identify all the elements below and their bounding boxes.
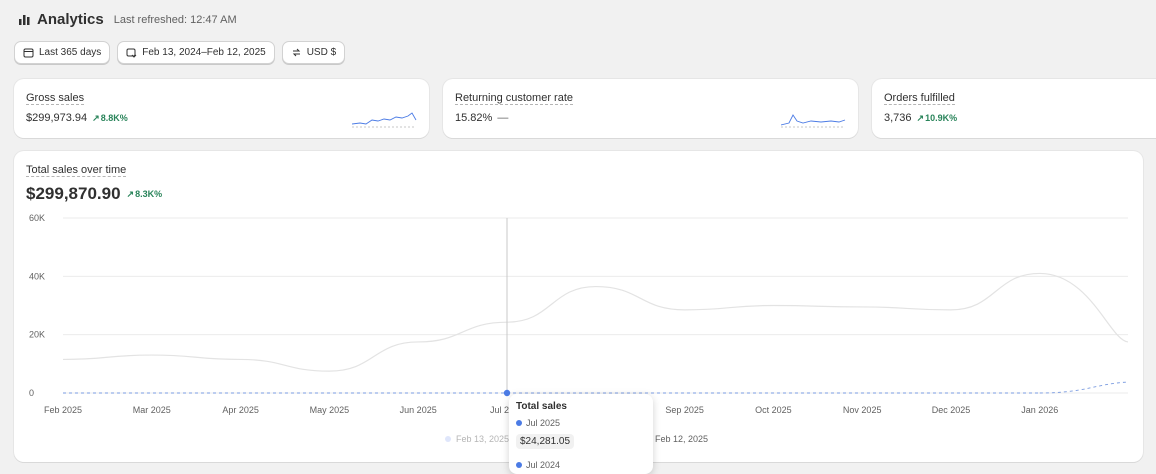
analytics-icon (19, 15, 30, 25)
kpi-title[interactable]: Orders fulfilled (884, 92, 955, 105)
series-dot (516, 420, 522, 426)
kpi-delta-value: 8.8K% (100, 113, 128, 123)
currency-icon (292, 48, 300, 57)
tooltip-row-current: Jul 2025 (516, 418, 560, 428)
kpi-title[interactable]: Returning customer rate (455, 92, 573, 105)
calendar-icon (23, 48, 34, 58)
kpi-card-returning-customer-rate[interactable]: Returning customer rate 15.82% — (443, 79, 858, 138)
calendar-compare-icon (126, 48, 137, 58)
sparkline (352, 112, 417, 128)
trend-up-icon: ↗ (126, 188, 135, 199)
kpi-delta: ↗ 8.8K% (92, 113, 128, 124)
tooltip-row-previous: Jul 2024 (516, 460, 560, 470)
tooltip-label-previous: Jul 2024 (526, 460, 561, 470)
compare-dates-button[interactable]: Feb 13, 2024–Feb 12, 2025 (117, 41, 275, 64)
kpi-card-gross-sales[interactable]: Gross sales $299,973.94 ↗ 8.8K% (14, 79, 429, 138)
total-sales-delta: ↗ 8.3K% (127, 189, 163, 200)
chart-tooltip: Total sales Jul 2025 $24,281.05 Jul 2024 (509, 394, 653, 474)
total-sales-delta-value: 8.3K% (135, 189, 163, 199)
chart-title[interactable]: Total sales over time (26, 164, 127, 177)
sparkline (781, 114, 846, 128)
kpi-title[interactable]: Gross sales (26, 92, 85, 105)
filter-bar: Last 365 days Feb 13, 2024–Feb 12, 2025 … (14, 41, 346, 64)
currency-button[interactable]: USD $ (281, 41, 346, 64)
trend-up-icon: ↗ (92, 112, 100, 123)
tooltip-value-current: $24,281.05 (516, 434, 575, 449)
date-range-button[interactable]: Last 365 days (14, 41, 111, 64)
compare-dates-label: Feb 13, 2024–Feb 12, 2025 (142, 47, 266, 58)
legend-label-current: Feb 13, 2025 (456, 434, 510, 444)
page-header: Analytics Last refreshed: 12:47 AM (18, 11, 237, 28)
kpi-delta: ↗ 10.9K% (917, 113, 958, 124)
series-dot (516, 462, 522, 468)
chart-legend-previous[interactable]: Feb 12, 2025 (655, 434, 708, 444)
page-title: Analytics (37, 11, 104, 28)
total-sales-value: $299,870.90 (26, 184, 121, 203)
kpi-value: 3,736 (884, 112, 912, 124)
kpi-delta-value: — (497, 112, 509, 124)
trend-up-icon: ↗ (916, 112, 925, 123)
kpi-value: $299,973.94 (26, 112, 88, 124)
kpi-value: 15.82% (455, 112, 493, 124)
legend-label-previous: Feb 12, 2025 (655, 434, 709, 444)
kpi-card-orders-fulfilled[interactable]: Orders fulfilled 3,736 ↗ 10.9K% (872, 79, 1156, 138)
last-refreshed: Last refreshed: 12:47 AM (113, 13, 237, 26)
currency-label: USD $ (306, 47, 337, 58)
tooltip-label-current: Jul 2025 (526, 418, 561, 428)
tooltip-title: Total sales (516, 401, 567, 412)
date-range-label: Last 365 days (39, 47, 102, 58)
chart-legend-current[interactable]: Feb 13, 2025 (445, 434, 509, 444)
kpi-delta-value: 10.9K% (925, 113, 958, 123)
legend-dot (445, 436, 451, 442)
